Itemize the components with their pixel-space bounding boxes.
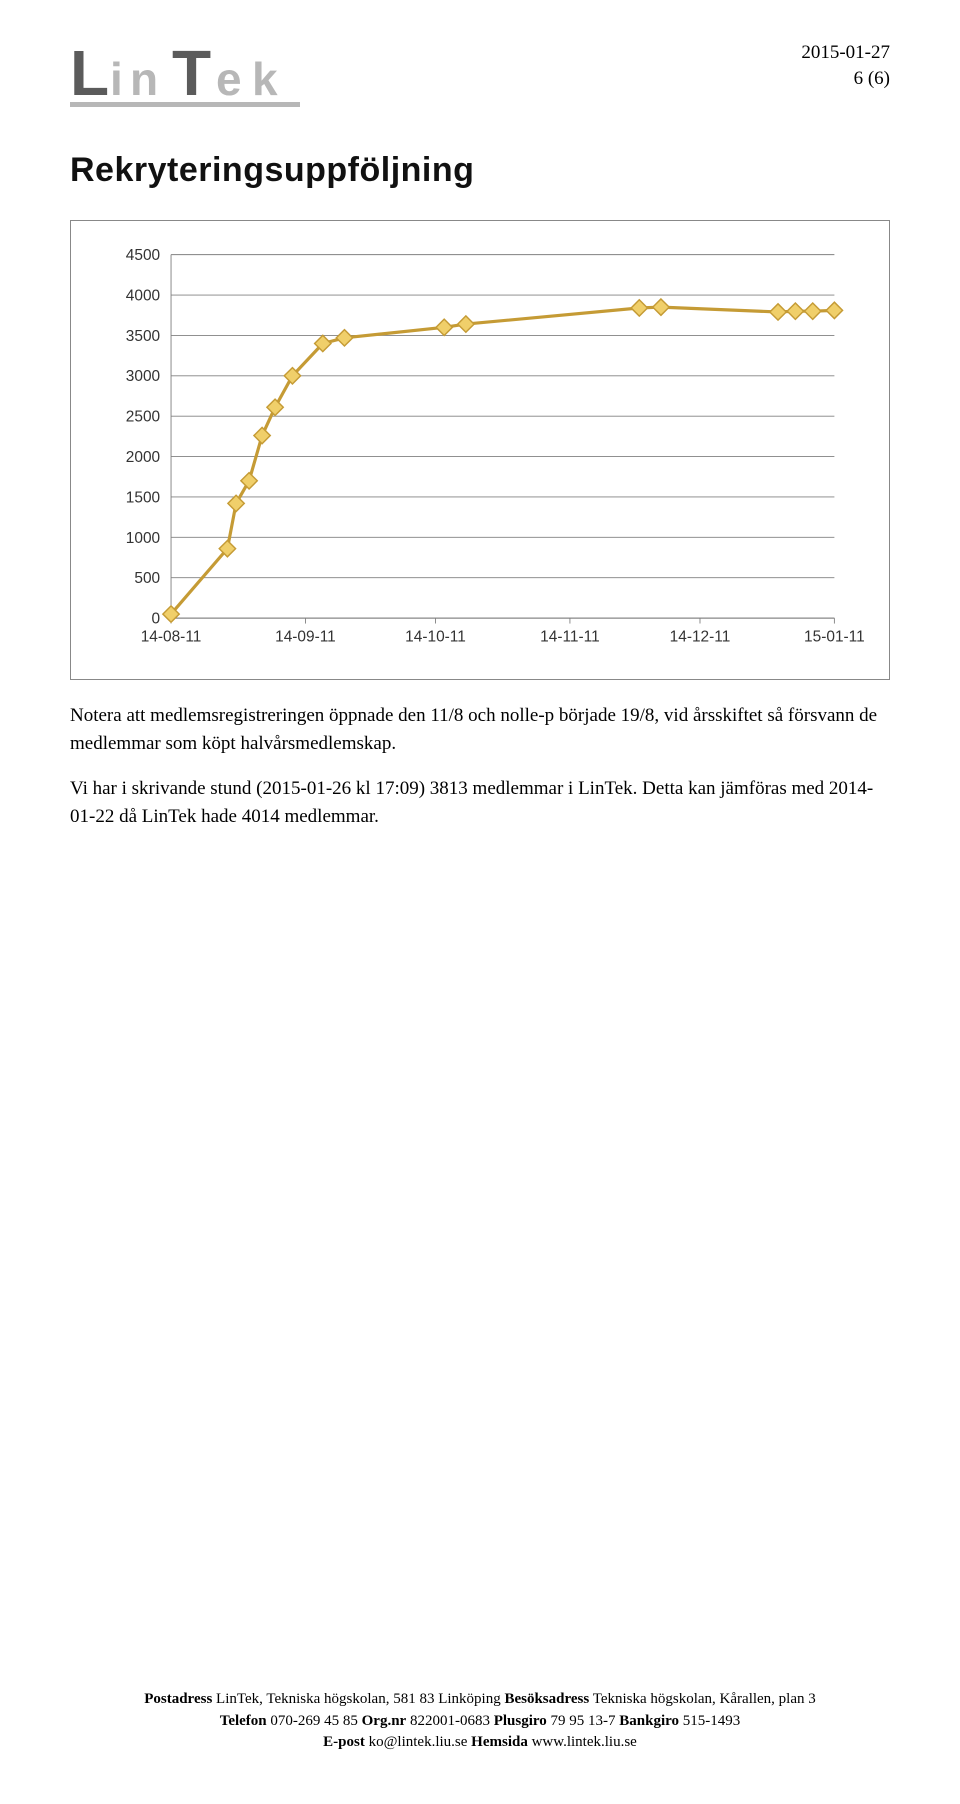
footer-postadress-label: Postadress <box>144 1691 212 1707</box>
svg-text:14-08-11: 14-08-11 <box>141 629 202 646</box>
footer-org-label: Org.nr <box>362 1713 407 1729</box>
footer-telefon-label: Telefon <box>220 1713 267 1729</box>
footer-besok-label: Besöksadress <box>504 1691 589 1707</box>
footer-bankgiro: 515-1493 <box>679 1713 740 1729</box>
svg-text:14-11-11: 14-11-11 <box>540 629 600 646</box>
footer-epost: ko@lintek.liu.se <box>365 1734 471 1750</box>
svg-text:4000: 4000 <box>126 287 160 304</box>
page-title: Rekryteringsuppföljning <box>70 151 960 190</box>
footer: Postadress LinTek, Tekniska högskolan, 5… <box>0 1689 960 1754</box>
logo: L i n T e k <box>70 40 350 123</box>
footer-telefon: 070-269 45 85 <box>267 1713 362 1729</box>
svg-text:2500: 2500 <box>126 409 160 426</box>
svg-text:14-12-11: 14-12-11 <box>670 629 731 646</box>
svg-text:T: T <box>172 40 211 109</box>
footer-hemsida-label: Hemsida <box>471 1734 528 1750</box>
svg-text:n: n <box>130 53 158 105</box>
svg-text:15-01-11: 15-01-11 <box>804 629 865 646</box>
paragraph-1: Notera att medlemsregistreringen öppnade… <box>70 702 890 757</box>
footer-org: 822001-0683 <box>406 1713 494 1729</box>
svg-text:e: e <box>216 53 242 105</box>
footer-hemsida: www.lintek.liu.se <box>528 1734 637 1750</box>
footer-postadress: LinTek, Tekniska högskolan, 581 83 Linkö… <box>212 1691 504 1707</box>
svg-text:4500: 4500 <box>126 247 160 264</box>
svg-text:3500: 3500 <box>126 328 160 345</box>
svg-text:1000: 1000 <box>126 530 160 547</box>
svg-text:1500: 1500 <box>126 489 160 506</box>
paragraph-2: Vi har i skrivande stund (2015-01-26 kl … <box>70 775 890 830</box>
svg-text:2000: 2000 <box>126 449 160 466</box>
membership-chart: 0 500 1000 1500 2000 2500 3000 3500 4000 4500 14-0… <box>70 220 890 680</box>
svg-text:3000: 3000 <box>126 368 160 385</box>
footer-epost-label: E-post <box>323 1734 365 1750</box>
page-number: 6 (6) <box>801 66 890 92</box>
svg-text:i: i <box>110 53 123 105</box>
doc-date: 2015-01-27 <box>801 40 890 66</box>
svg-text:14-10-11: 14-10-11 <box>405 629 466 646</box>
footer-plusgiro-label: Plusgiro <box>494 1713 547 1729</box>
footer-plusgiro: 79 95 13-7 <box>547 1713 620 1729</box>
svg-text:500: 500 <box>134 570 160 587</box>
svg-text:k: k <box>252 53 278 105</box>
svg-text:14-09-11: 14-09-11 <box>275 629 336 646</box>
body-text: Notera att medlemsregistreringen öppnade… <box>70 702 890 830</box>
svg-text:0: 0 <box>152 611 161 628</box>
footer-besok: Tekniska högskolan, Kårallen, plan 3 <box>589 1691 816 1707</box>
svg-text:L: L <box>70 40 109 109</box>
header-meta: 2015-01-27 6 (6) <box>801 40 890 91</box>
footer-bankgiro-label: Bankgiro <box>619 1713 679 1729</box>
